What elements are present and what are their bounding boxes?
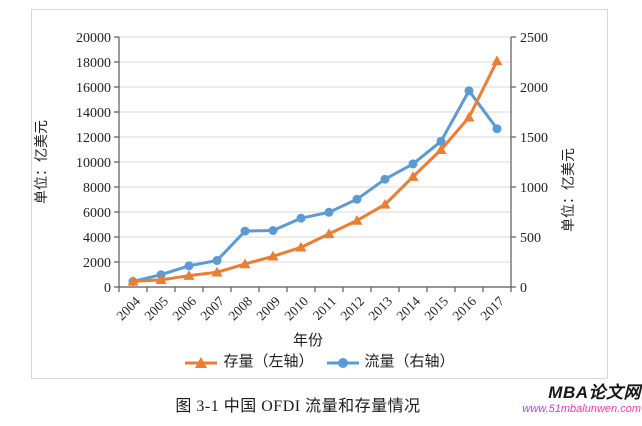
- right-axis-title: 单位：亿美元: [561, 148, 577, 232]
- x-axis-tick-label: 2014: [393, 293, 423, 323]
- right-axis-tick-label: 2000: [520, 81, 548, 96]
- watermark-site-name: MBA论文网: [548, 383, 641, 402]
- stock-data-point: [435, 144, 447, 154]
- x-axis-tick-label: 2009: [253, 293, 283, 323]
- flow-data-point: [436, 136, 446, 146]
- left-axis-tick-label: 16000: [76, 81, 111, 96]
- stock-data-point: [323, 228, 335, 239]
- left-axis-tick-label: 20000: [76, 31, 111, 46]
- x-axis-tick-label: 2012: [337, 294, 367, 324]
- left-axis-tick-label: 4000: [83, 231, 111, 246]
- x-axis-tick-label: 2017: [477, 293, 507, 323]
- stock-data-point: [295, 241, 307, 252]
- stock-data-point: [267, 250, 279, 261]
- watermark: MBA论文网 www.51mbalunwen.com: [522, 383, 641, 416]
- flow-data-point: [268, 226, 278, 235]
- flow-data-point: [464, 86, 474, 96]
- chart-frame: 0 2000 4000 6000 8000 10000 12000 14000 16000 180…: [31, 9, 608, 379]
- x-axis-tick-label: 2005: [141, 293, 171, 323]
- right-axis-tick-label: 2500: [520, 31, 548, 46]
- stock-data-point: [211, 266, 223, 277]
- flow-data-point: [380, 174, 390, 184]
- flow-series-line: [131, 89, 499, 283]
- flow-data-point: [296, 213, 306, 223]
- stock-data-point: [351, 215, 363, 225]
- flow-data-point: [184, 261, 194, 271]
- stock-data-point: [127, 275, 139, 286]
- x-axis-tick-label: 2004: [113, 293, 143, 323]
- left-axis-tick-label: 0: [104, 281, 111, 296]
- chart-legend: 存量（左轴） 流量（右轴）: [32, 355, 607, 370]
- legend-item-flow: 流量（右轴）: [326, 355, 455, 370]
- stock-data-point: [239, 258, 251, 269]
- x-axis-tick-label: 2007: [197, 293, 227, 323]
- right-axis-tick-label: 1500: [520, 131, 548, 146]
- left-axis-tick-label: 10000: [76, 156, 111, 171]
- stock-data-point: [379, 198, 391, 209]
- legend-label-flow: 流量（右轴）: [364, 354, 455, 370]
- watermark-site-url[interactable]: www.51mbalunwen.com: [522, 402, 641, 415]
- stock-data-point: [491, 55, 503, 66]
- x-axis-tick-label: 2016: [449, 293, 479, 323]
- left-axis-tick-label: 8000: [83, 181, 111, 196]
- left-axis-tick-label: 12000: [76, 131, 111, 146]
- x-axis-title: 年份: [293, 332, 323, 349]
- stock-data-point: [407, 171, 419, 181]
- flow-data-point: [324, 207, 334, 217]
- x-axis-tick-label: 2011: [310, 294, 339, 323]
- stock-series-line: [131, 59, 499, 283]
- stock-data-point: [183, 270, 195, 280]
- x-axis-tick-label: 2015: [421, 293, 451, 323]
- flow-data-point: [408, 159, 418, 169]
- flow-data-point: [240, 226, 250, 236]
- legend-label-stock: 存量（左轴）: [223, 354, 314, 370]
- x-axis-tick-label: 2008: [225, 293, 255, 323]
- x-axis-tick-label: 2013: [365, 293, 395, 323]
- ofdi-line-chart: 0200040006000800010000120001400016000180…: [34, 31, 577, 349]
- left-axis-tick-label: 14000: [76, 106, 111, 121]
- stock-data-point: [463, 111, 475, 122]
- flow-data-point: [212, 256, 222, 265]
- figure-caption: 图 3-1 中国 OFDI 流量和存量情况: [175, 398, 421, 415]
- flow-data-point: [352, 194, 362, 204]
- left-axis-tick-label: 18000: [76, 56, 111, 71]
- left-axis-tick-label: 2000: [83, 256, 111, 271]
- left-axis-title: 单位：亿美元: [34, 120, 50, 204]
- flow-legend-marker-icon: [326, 357, 359, 368]
- x-axis-tick-label: 2006: [169, 293, 199, 323]
- right-axis-tick-label: 1000: [520, 181, 548, 196]
- stock-data-point: [155, 274, 167, 285]
- right-axis-tick-label: 0: [520, 281, 527, 296]
- stock-legend-marker-icon: [185, 356, 218, 368]
- left-axis-tick-label: 6000: [83, 206, 111, 221]
- x-axis-tick-label: 2010: [281, 293, 311, 323]
- flow-data-point: [492, 124, 502, 134]
- legend-item-stock: 存量（左轴）: [184, 354, 314, 370]
- right-axis-tick-label: 500: [520, 231, 541, 246]
